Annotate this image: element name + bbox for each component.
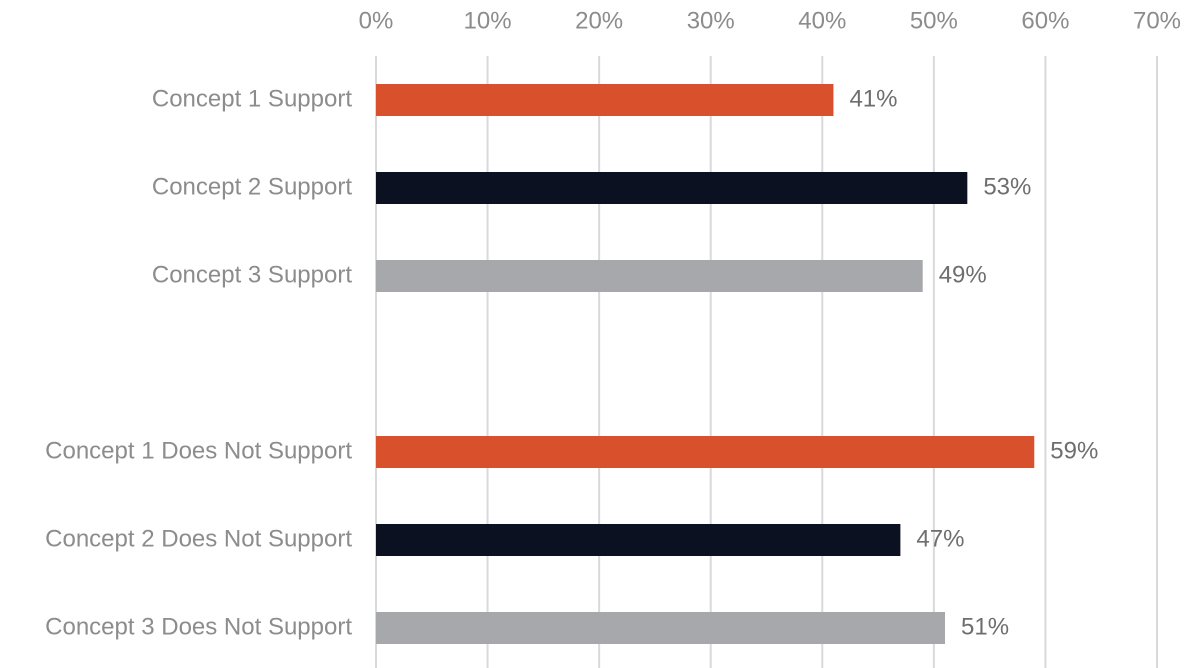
x-axis-ticks: 0% 10% 20% 30% 40% 50% 60% 70%: [359, 7, 1181, 34]
bars: [376, 84, 1035, 644]
category-label: Concept 1 Support: [152, 85, 352, 112]
data-labels: 41% 53% 49% 59% 47% 51%: [849, 85, 1098, 640]
category-label: Concept 3 Does Not Support: [45, 613, 352, 640]
bar: [376, 172, 968, 204]
x-tick-label: 20%: [575, 7, 623, 34]
category-label: Concept 2 Does Not Support: [45, 525, 352, 552]
x-tick-label: 70%: [1133, 7, 1181, 34]
x-tick-label: 40%: [798, 7, 846, 34]
bar: [376, 436, 1035, 468]
gridlines: [375, 56, 1158, 668]
category-labels: Concept 1 Support Concept 2 Support Concep…: [45, 85, 352, 640]
x-tick-label: 60%: [1021, 7, 1069, 34]
x-tick-label: 0%: [359, 7, 394, 34]
data-label: 47%: [916, 525, 964, 552]
data-label: 41%: [849, 85, 897, 112]
x-tick-label: 10%: [464, 7, 512, 34]
data-label: 49%: [939, 261, 987, 288]
bar: [376, 84, 834, 116]
bar: [376, 260, 923, 292]
category-label: Concept 1 Does Not Support: [45, 437, 352, 464]
x-tick-label: 30%: [687, 7, 735, 34]
data-label: 53%: [983, 173, 1031, 200]
data-label: 59%: [1050, 437, 1098, 464]
data-label: 51%: [961, 613, 1009, 640]
x-tick-label: 50%: [910, 7, 958, 34]
category-label: Concept 3 Support: [152, 261, 352, 288]
bar: [376, 524, 901, 556]
bar: [376, 612, 946, 644]
category-label: Concept 2 Support: [152, 173, 352, 200]
